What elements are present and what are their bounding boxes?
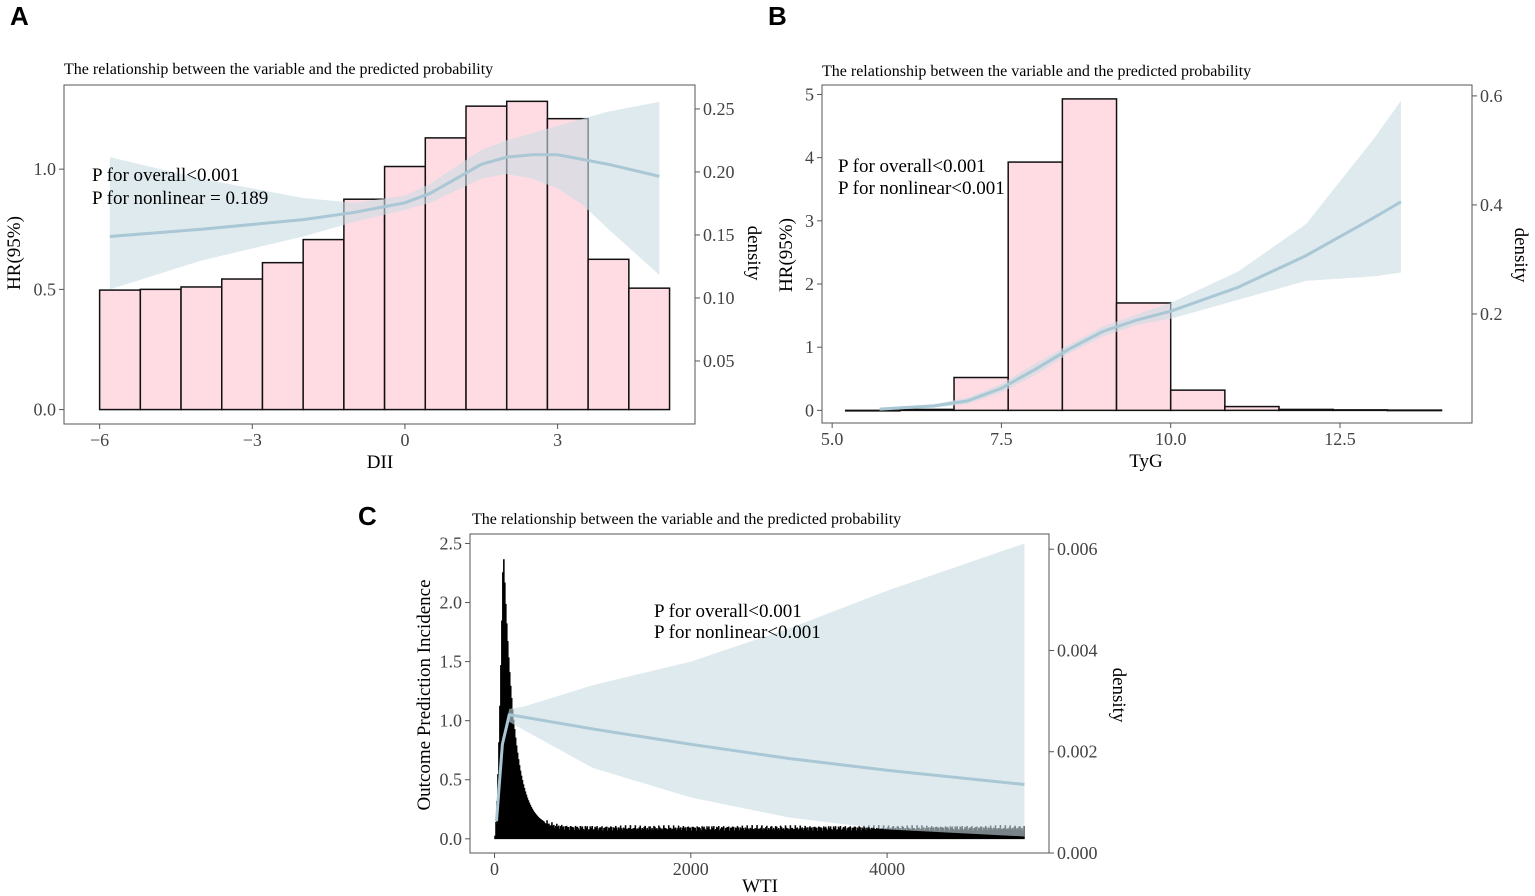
panel-b-xtick-label-0: 5.0	[821, 429, 844, 449]
panel-a-bar-2	[139, 288, 182, 411]
panel-a-bar-6	[302, 238, 345, 411]
panel-a-bar-4	[221, 278, 264, 411]
panel-a-bar-14	[628, 287, 671, 411]
panel-a-xtick-label-2: 0	[400, 430, 409, 450]
panel-b-ytick-label-5: 5	[805, 84, 814, 104]
panel-a-xtick-label-1: −3	[243, 430, 262, 450]
panel-b-p-overall: P for overall<0.001	[838, 156, 986, 177]
panel-b-y2tick-label-2: 0.6	[1480, 86, 1503, 106]
panel-a-bar-5	[261, 261, 304, 411]
panel-b-y-axis-title: HR(95%)	[776, 218, 797, 292]
panel-a-xtick-label-0: −6	[90, 430, 109, 450]
panel-c-xtick-label-0: 0	[490, 859, 499, 879]
panel-b-y2tick-label-1: 0.4	[1480, 195, 1503, 215]
panel-a-x-axis-title: DII	[367, 452, 393, 473]
panel-b-p-nonlinear: P for nonlinear<0.001	[838, 178, 1005, 199]
panel-c-xtick-label-1: 2000	[673, 859, 709, 879]
panel-b-ytick-label-4: 4	[805, 148, 814, 168]
panel-c-p-overall: P for overall<0.001	[654, 601, 802, 622]
panel-b: B The relationship between the variable …	[768, 1, 1531, 472]
panel-b-confidence-band	[879, 100, 1401, 411]
panel-a-bar-1	[98, 289, 142, 411]
panel-c-xtick-label-2: 4000	[869, 859, 905, 879]
panel-a-y-axis-title: HR(95%)	[4, 216, 25, 290]
panel-a-y2tick-label-3: 0.20	[703, 162, 735, 182]
panel-c-y2tick-label-0: 0.000	[1057, 843, 1098, 863]
panel-a-y2tick-label-1: 0.10	[703, 288, 735, 308]
panel-a-title: The relationship between the variable an…	[64, 61, 493, 78]
panel-a-ytick-label-0: 0.0	[34, 400, 57, 420]
panel-c-x-axis-title: WTI	[742, 876, 778, 896]
panel-c-ytick-label-0: 0.0	[440, 829, 463, 849]
panel-b-bar-2	[899, 408, 955, 412]
panel-c-frame	[469, 533, 1050, 854]
panel-b-xtick-label-2: 10.0	[1155, 429, 1187, 449]
panel-a-bar-3	[180, 286, 223, 411]
panel-b-xtick-label-1: 7.5	[990, 429, 1013, 449]
panel-a-y2tick-label-2: 0.15	[703, 225, 735, 245]
panel-a-xtick-label-3: 3	[553, 430, 562, 450]
panel-b-plot: 5.0 7.5 10.0 12.5 0 1 2 3 4 5 0.2 0.4 0.6	[805, 84, 1503, 449]
panel-b-frame	[821, 84, 1473, 424]
panel-c-y-axis-title: Outcome Prediction Incidence	[414, 579, 435, 810]
panel-b-ytick-label-2: 2	[805, 274, 814, 294]
panel-b-ytick-label-0: 0	[805, 400, 814, 420]
panel-c-ytick-label-4: 2.0	[440, 593, 463, 613]
panel-c-y2tick-label-3: 0.006	[1057, 539, 1098, 559]
panel-b-title: The relationship between the variable an…	[822, 63, 1251, 80]
panel-b-bar-7	[1169, 389, 1226, 412]
panel-a-ytick-label-2: 1.0	[34, 159, 57, 179]
panel-b-bar-9	[1278, 408, 1334, 412]
panel-a-confidence-band	[109, 101, 660, 290]
panel-a-plot: −6 −3 0 3 0.0 0.5 1.0 0.05 0.10 0.15 0.20 0.25	[34, 84, 735, 450]
panel-c-ytick-label-3: 1.5	[440, 652, 463, 672]
panel-b-bar-10	[1332, 409, 1389, 412]
panel-c-ytick-label-2: 1.0	[440, 711, 463, 731]
panel-letter-c: C	[358, 501, 377, 531]
panel-c: C The relationship between the variable …	[358, 501, 1129, 896]
panel-b-y2-axis-title: density	[1510, 228, 1531, 283]
panel-b-bar-8	[1224, 405, 1280, 412]
panel-c-plot: 0 2000 4000 0.0 0.5 1.0 1.5 2.0 2.5 0.000 0.002 0.0…	[440, 533, 1098, 879]
panel-b-bar-5	[1061, 98, 1118, 412]
panel-c-y2tick-label-2: 0.004	[1057, 640, 1098, 660]
panel-b-ytick-label-3: 3	[805, 211, 814, 231]
panel-a-y2-axis-title: density	[743, 226, 764, 281]
panel-c-ytick-label-1: 0.5	[440, 770, 463, 790]
panel-c-title: The relationship between the variable an…	[472, 511, 901, 528]
panel-a-p-overall: P for overall<0.001	[92, 165, 240, 186]
panel-c-confidence-band	[496, 543, 1025, 837]
panel-a-y2tick-label-0: 0.05	[703, 351, 735, 371]
panel-c-y2-axis-title: density	[1108, 668, 1129, 723]
panel-a: A The relationship between the variable …	[4, 1, 764, 473]
panel-b-bar-11	[1386, 409, 1443, 412]
panel-a-fit-line	[109, 153, 660, 238]
panel-c-y2tick-label-1: 0.002	[1057, 742, 1098, 762]
panel-c-fit-line	[495, 713, 1025, 822]
panel-a-p-nonlinear: P for nonlinear = 0.189	[92, 188, 268, 209]
panel-a-y2tick-label-4: 0.25	[703, 99, 735, 119]
panel-a-bar-7	[343, 198, 386, 411]
panel-c-p-nonlinear: P for nonlinear<0.001	[654, 622, 821, 643]
panel-b-xtick-label-3: 12.5	[1324, 429, 1356, 449]
panel-b-x-axis-title: TyG	[1129, 451, 1163, 472]
panel-a-bar-13	[587, 258, 630, 411]
panel-b-ytick-label-1: 1	[805, 337, 814, 357]
panel-a-ytick-label-1: 0.5	[34, 279, 57, 299]
panel-b-fit-line	[879, 200, 1402, 411]
panel-b-bar-1	[844, 409, 901, 412]
panel-c-ytick-label-5: 2.5	[440, 533, 463, 553]
panel-b-y2tick-label-0: 0.2	[1480, 304, 1503, 324]
panel-a-frame	[63, 84, 696, 425]
panel-letter-b: B	[768, 1, 787, 31]
panel-letter-a: A	[10, 1, 29, 31]
